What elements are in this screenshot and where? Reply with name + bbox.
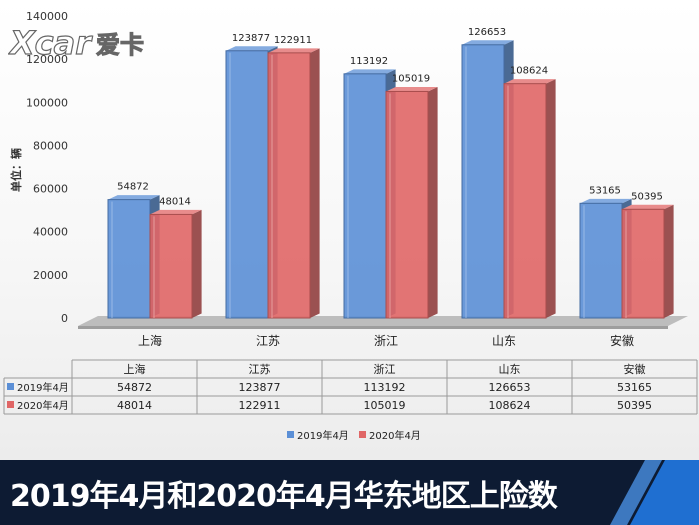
- table-cell: 126653: [489, 381, 531, 394]
- bar: [107, 199, 151, 319]
- table-cell: 105019: [364, 399, 406, 412]
- banner-title: 2019年4月和2020年4月华东地区上险数: [10, 479, 558, 514]
- table-header-cell: 浙江: [374, 363, 396, 376]
- data-label: 126653: [468, 27, 506, 38]
- table-legend-key: [7, 401, 14, 408]
- bar-top: [226, 46, 278, 51]
- bar-side: [428, 86, 438, 318]
- bar-top: [268, 48, 320, 53]
- data-label: 113192: [350, 56, 388, 67]
- table-header-cell: 山东: [499, 363, 521, 376]
- bar-side: [310, 48, 320, 319]
- bar-side: [546, 79, 556, 318]
- data-label: 48014: [159, 196, 191, 207]
- table-cell: 54872: [117, 381, 152, 394]
- legend-label: 2019年4月: [297, 429, 349, 442]
- table-header-cell: 江苏: [249, 363, 271, 376]
- table-header-cell: 安徽: [624, 362, 646, 376]
- x-tick-label: 上海: [138, 333, 162, 348]
- xcar-logo-text: Xcar: [8, 24, 93, 62]
- table-cell: 108624: [489, 399, 531, 412]
- y-tick-label: 20000: [33, 269, 68, 282]
- y-tick-label: 100000: [26, 96, 68, 109]
- bar-top: [386, 86, 438, 92]
- table-cell: 113192: [364, 381, 406, 394]
- chart-floor-edge: [78, 326, 668, 329]
- bar: [385, 90, 429, 319]
- table-cell: 48014: [117, 399, 152, 412]
- y-tick-label: 140000: [26, 10, 68, 23]
- table-series-label: 2020年4月: [17, 399, 69, 412]
- legend-swatch: [359, 431, 366, 438]
- bar: [503, 83, 547, 319]
- bar-top: [504, 79, 556, 84]
- banner-stripe: [610, 460, 699, 525]
- y-axis-label: 单位：辆: [9, 148, 23, 192]
- data-label: 54872: [117, 182, 149, 193]
- bar-top: [150, 209, 202, 215]
- bar-top: [108, 195, 160, 200]
- data-label: 122911: [274, 35, 312, 46]
- bar: [343, 73, 387, 319]
- data-label: 123877: [232, 33, 270, 44]
- xcar-logo-cn: 爱卡: [96, 31, 144, 59]
- y-tick-label: 60000: [33, 183, 68, 196]
- legend-label: 2020年4月: [369, 429, 421, 442]
- bar: [149, 213, 193, 319]
- x-tick-label: 江苏: [256, 334, 280, 348]
- x-tick-label: 安徽: [610, 333, 634, 348]
- table-cell: 123877: [239, 381, 281, 394]
- data-label: 50395: [631, 191, 663, 202]
- bar-side: [664, 204, 674, 318]
- bar-chart: 0 20000 40000 60000 80000 100000 120000 140000 单…: [3, 10, 698, 442]
- data-label: 105019: [392, 73, 430, 84]
- bar: [267, 52, 311, 319]
- x-tick-label: 山东: [492, 334, 516, 348]
- bar-top: [462, 40, 514, 45]
- bar-top: [622, 204, 674, 210]
- y-tick-label: 80000: [33, 139, 68, 152]
- y-tick-label: 0: [61, 312, 68, 325]
- legend-swatch: [287, 431, 294, 438]
- data-label: 108624: [510, 66, 548, 77]
- table-cell: 53165: [617, 381, 652, 394]
- y-tick-label: 40000: [33, 226, 68, 239]
- table-series-label: 2019年4月: [17, 381, 69, 394]
- bar: [621, 208, 665, 319]
- table-cell: 122911: [239, 399, 281, 412]
- table-header-cell: 上海: [124, 362, 146, 376]
- bar-top: [344, 69, 396, 74]
- data-label: 53165: [589, 185, 621, 196]
- xcar-logo: Xcar 爱卡: [7, 22, 178, 66]
- bar: [579, 202, 623, 319]
- bar-top: [580, 198, 632, 204]
- bar: [225, 50, 269, 319]
- y-tick-label: 120000: [26, 53, 68, 66]
- bar-side: [192, 209, 202, 318]
- table-legend-key: [7, 383, 14, 390]
- x-tick-label: 浙江: [374, 334, 398, 348]
- table-cell: 50395: [617, 399, 652, 412]
- bar: [461, 44, 505, 319]
- title-banner: 2019年4月和2020年4月华东地区上险数: [0, 460, 699, 525]
